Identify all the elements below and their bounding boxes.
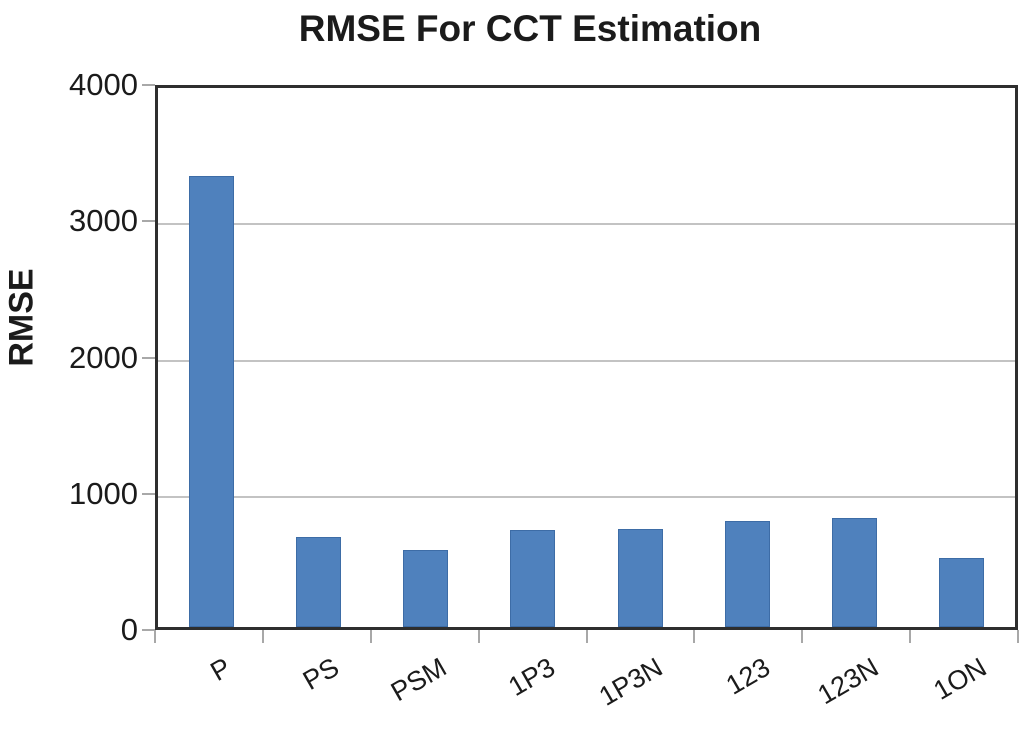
x-label-P: P <box>205 652 236 687</box>
gridline-2000 <box>158 359 1015 362</box>
y-tick-mark-0 <box>142 629 155 631</box>
bar-cell-P <box>158 88 265 627</box>
x-tick-mark-4 <box>585 630 588 643</box>
bar-cell-1P3 <box>479 88 586 627</box>
x-label-PSM: PSM <box>386 652 452 708</box>
bar-1P3 <box>510 529 556 627</box>
bar-cell-123 <box>694 88 801 627</box>
bar-1ON <box>938 558 984 627</box>
x-tick-mark-5 <box>693 630 696 643</box>
bar-cell-PSM <box>372 88 479 627</box>
x-tick-mark-3 <box>477 630 480 643</box>
x-tick-mark-7 <box>909 630 912 643</box>
x-label-1P3: 1P3 <box>502 652 560 703</box>
bar-cell-123N <box>801 88 908 627</box>
bar-PSM <box>403 549 449 627</box>
bar-123 <box>724 520 770 627</box>
x-label-123: 123 <box>721 652 776 701</box>
y-tick-label-3000: 3000 <box>69 203 138 239</box>
x-tick-mark-8 <box>1017 630 1019 643</box>
bar-PS <box>296 536 342 627</box>
x-label-123N: 123N <box>812 652 884 711</box>
bar-1P3N <box>617 528 663 627</box>
bar-123N <box>831 517 877 627</box>
y-tick-mark-1000 <box>142 492 155 495</box>
x-label-PS: PS <box>297 652 344 696</box>
y-tick-mark-2000 <box>142 356 155 359</box>
x-tick-mark-2 <box>369 630 372 643</box>
bars-row <box>158 88 1015 627</box>
bar-P <box>189 175 235 627</box>
y-tick-mark-4000 <box>142 84 155 86</box>
x-label-1ON: 1ON <box>927 652 992 706</box>
y-tick-mark-3000 <box>142 220 155 223</box>
bar-cell-1P3N <box>587 88 694 627</box>
plot-area <box>155 85 1018 630</box>
x-tick-mark-1 <box>261 630 264 643</box>
y-tick-label-4000: 4000 <box>69 67 138 102</box>
bar-cell-PS <box>265 88 372 627</box>
bar-cell-1ON <box>908 88 1015 627</box>
gridline-3000 <box>158 223 1015 226</box>
x-tick-mark-0 <box>154 630 156 643</box>
y-tick-label-2000: 2000 <box>69 339 138 375</box>
x-label-1P3N: 1P3N <box>593 652 668 712</box>
x-tick-mark-6 <box>801 630 804 643</box>
y-tick-label-0: 0 <box>120 612 138 647</box>
chart-title: RMSE For CCT Estimation <box>298 8 762 49</box>
y-tick-label-1000: 1000 <box>69 475 138 511</box>
gridline-1000 <box>158 495 1015 498</box>
